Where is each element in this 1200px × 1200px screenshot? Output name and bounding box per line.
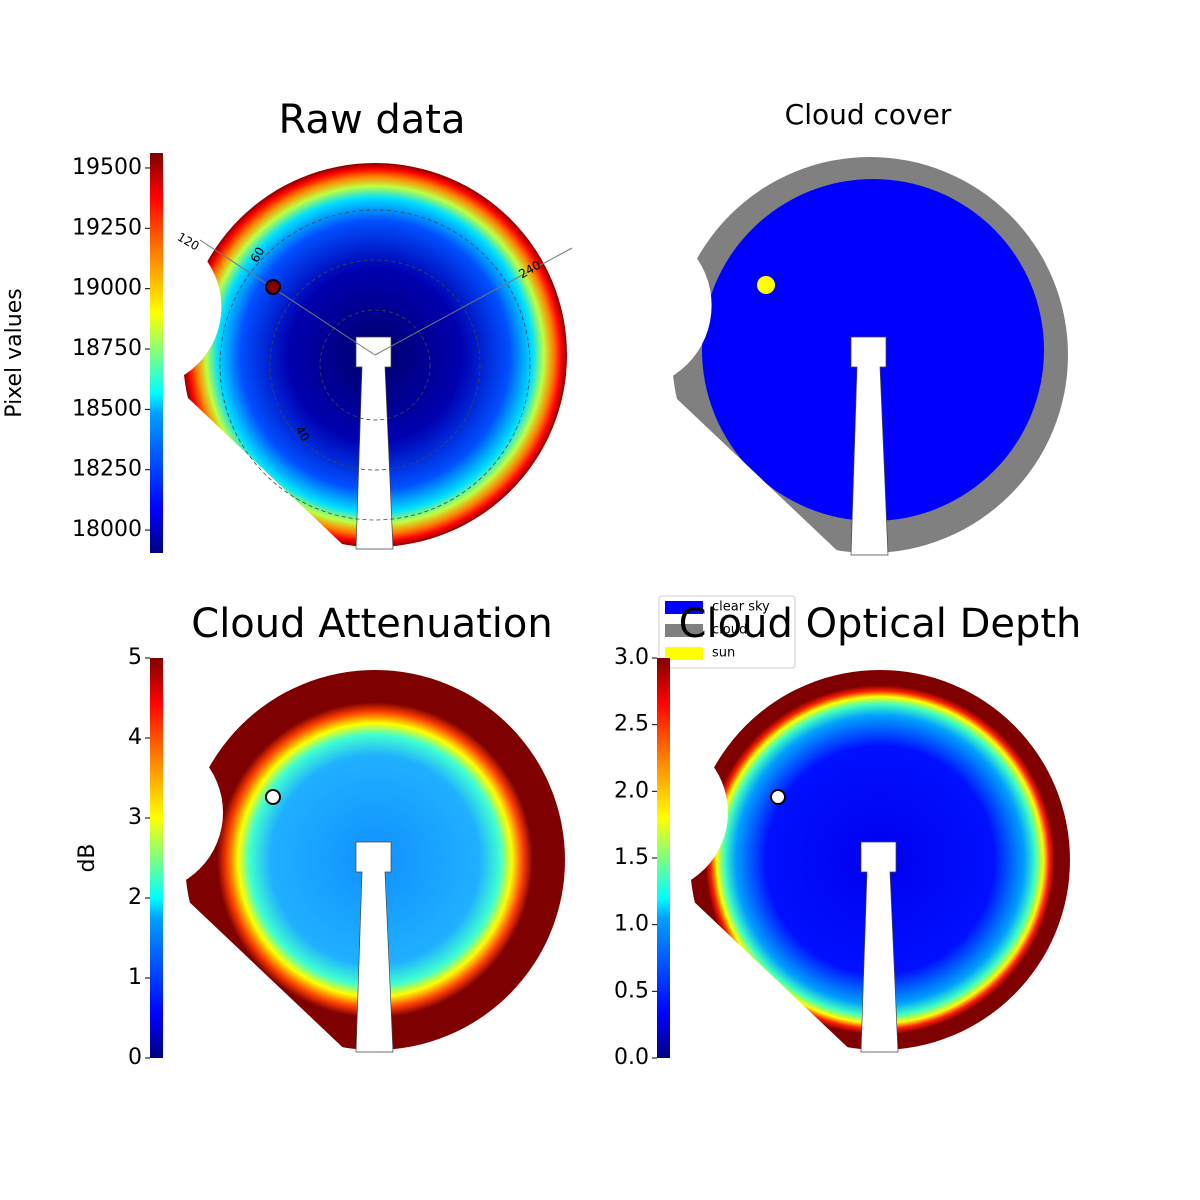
- colorbar-tick-label: 18750: [72, 336, 142, 361]
- colorbar-tick-label: 18250: [72, 457, 142, 482]
- polar-spoke: [374, 247, 573, 356]
- colorbar-tick-label: 18500: [72, 396, 142, 421]
- colorbar-tick-label: 18000: [72, 517, 142, 542]
- notch: [545, 222, 712, 389]
- mount: [355, 841, 394, 1053]
- colorbar-tick-label: 19250: [72, 215, 142, 240]
- legend-label: sun: [712, 646, 735, 661]
- polar-ring: [269, 259, 481, 471]
- sky-image: [63, 670, 565, 1060]
- colorbar-tick-label: 1: [128, 965, 142, 990]
- mount: [850, 336, 889, 556]
- legend-label: cloud: [712, 623, 747, 638]
- panel-title: Cloud cover: [785, 98, 952, 131]
- colorbar-tick-label: 3.0: [614, 645, 649, 670]
- colorbar-tick-label: 19000: [72, 276, 142, 301]
- colorbar-tick-label: 0.5: [614, 978, 649, 1003]
- sun: [770, 789, 786, 805]
- colorbar: [150, 153, 163, 553]
- polar-label: 40: [293, 424, 313, 444]
- colorbar-tick-label: 2.5: [614, 712, 649, 737]
- colorbar-tick-label: 1.0: [614, 912, 649, 937]
- legend-swatch: [665, 624, 703, 637]
- bottom-cut: [662, 384, 851, 563]
- sun: [265, 789, 281, 805]
- colorbar-tick-label: 19500: [72, 155, 142, 180]
- legend: clear sky cloud sun: [658, 595, 796, 669]
- mount: [860, 841, 899, 1053]
- notch: [568, 732, 728, 893]
- colorbar-tick-label: 0.0: [614, 1045, 649, 1070]
- colorbar-tick-label: 3: [128, 805, 142, 830]
- colorbar-label: dB: [75, 843, 100, 872]
- polar-ring: [319, 309, 431, 421]
- polar-ring: [219, 209, 531, 521]
- sky-image: [60, 163, 573, 557]
- colorbar-tick-label: 1.5: [614, 845, 649, 870]
- legend-label: clear sky: [712, 600, 770, 615]
- legend-swatch: [665, 647, 703, 660]
- colorbar: [657, 658, 670, 1058]
- sun: [265, 279, 281, 295]
- colorbar-tick-label: 0: [128, 1045, 142, 1070]
- notch: [60, 226, 222, 388]
- notch: [63, 732, 223, 893]
- mount: [355, 336, 394, 550]
- panel-title: Cloud Attenuation: [191, 601, 552, 647]
- sun-region: [757, 276, 775, 294]
- colorbar-tick-label: 4: [128, 725, 142, 750]
- panel-title: Raw data: [279, 97, 466, 143]
- colorbar-tick-label: 2.0: [614, 778, 649, 803]
- polar-spoke: [199, 239, 376, 356]
- bottom-cut: [173, 383, 356, 557]
- colorbar-tick-label: 5: [128, 645, 142, 670]
- bottom-cut: [680, 888, 861, 1060]
- legend-swatch: [665, 601, 703, 614]
- colorbar-label: Pixel values: [2, 288, 27, 417]
- colorbar: [150, 658, 163, 1058]
- panel-title: Cloud Optical Depth: [679, 601, 1082, 647]
- colorbar-tick-label: 2: [128, 885, 142, 910]
- polar-label: 60: [248, 245, 268, 265]
- bottom-cut: [175, 888, 356, 1060]
- sky-image: [568, 670, 1070, 1060]
- cloud-mask: [545, 157, 1068, 563]
